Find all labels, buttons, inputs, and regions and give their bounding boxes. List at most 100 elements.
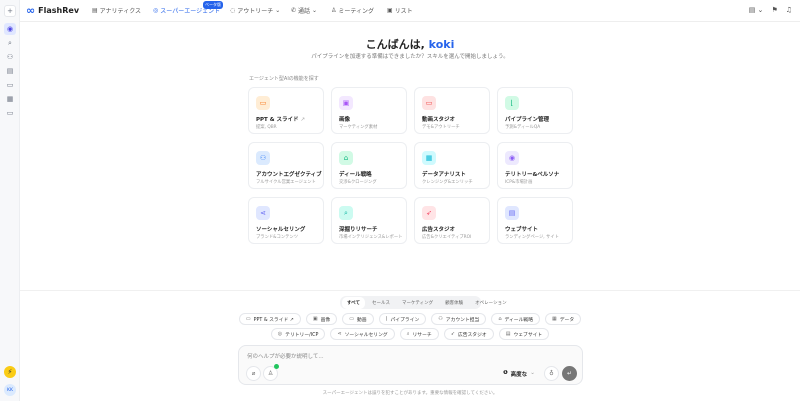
flag-icon[interactable]: ⚑ — [771, 6, 778, 14]
tools-icon[interactable]: ♙ — [263, 366, 278, 381]
nav-meetings[interactable]: ♙ ミーティング — [331, 6, 374, 15]
microphone-icon[interactable]: ♁ — [544, 366, 559, 381]
card-title: パイプライン管理 — [505, 115, 549, 123]
nav-outreach[interactable]: ◌ アウトリーチ ⌄ — [230, 6, 280, 15]
status-dot — [274, 364, 279, 369]
card-title: アカウントエグゼクティブ — [256, 170, 322, 178]
skill-card[interactable]: ⌊ パイプライン管理 予測&ディールQA — [497, 87, 573, 134]
card-subtitle: マーケティング素材 — [339, 125, 378, 130]
nav-calls[interactable]: ✆ 通話 ⌄ — [291, 6, 317, 15]
filter-tab[interactable]: マーケティング — [402, 300, 434, 306]
card-title: テリトリー&ペルソナ — [505, 170, 559, 178]
quick-chip[interactable]: ⌊ パイプライン — [378, 313, 427, 325]
avatar[interactable]: KK — [4, 384, 16, 396]
card-title-text: ソーシャルセリング — [256, 227, 306, 233]
chip-icon: ◎ — [277, 331, 283, 337]
skill-card[interactable]: ▦ データアナリスト クレンジング&エンリッチ — [414, 142, 490, 189]
chip-label: パイプライン — [390, 317, 420, 323]
quick-chip[interactable]: ▣ 画像 — [305, 313, 338, 325]
card-title-text: 動画スタジオ — [422, 117, 456, 123]
quick-chip[interactable]: ▦ データ — [545, 313, 582, 325]
quick-chip[interactable]: ⚇ アカウント担当 — [431, 313, 487, 325]
quick-chip[interactable]: ⌕ リサーチ — [399, 328, 439, 340]
logo: ∞ FlashRev — [26, 5, 79, 16]
quick-chip[interactable]: ⋖ ソーシャルセリング — [330, 328, 395, 340]
chips-row-2: ◎ テリトリー/ICP ⋖ ソーシャルセリング ⌕ リサーチ ➶ 広告スタジオ ▤ ウェブサイト — [20, 328, 800, 340]
disclaimer: スーパーエージェントは誤りを犯すことがあります。重要な情報を確認してください。 — [322, 391, 498, 396]
chip-icon: ⌊ — [385, 316, 388, 322]
quick-chip[interactable]: ▤ ウェブサイト — [498, 328, 550, 340]
user-icon: ⚇ — [256, 151, 270, 165]
skill-card[interactable]: ⚇ アカウントエグゼクティブ フルサイクル営業エージェント — [248, 142, 324, 189]
chip-icon: ▣ — [312, 316, 318, 322]
chevron-down-icon: ⌄ — [275, 7, 281, 14]
skill-card[interactable]: ◉ テリトリー&ペルソナ ICP&市場計画 — [497, 142, 573, 189]
skill-card[interactable]: ⋖ ソーシャルセリング ブランド&コンテンツ — [248, 197, 324, 244]
greeting-text: こんばんは, — [365, 38, 429, 51]
card-title-text: 画像 — [339, 117, 351, 123]
chip-label: ソーシャルセリング — [344, 332, 388, 338]
card-subtitle: 提案, QBR — [256, 125, 277, 130]
skill-card[interactable]: ▤ ウェブサイト ランディングページ, サイト — [497, 197, 573, 244]
card-title-text: テリトリー&ペルソナ — [505, 172, 560, 178]
skill-card[interactable]: ▣ 画像 マーケティング素材 — [331, 87, 407, 134]
chip-label: ウェブサイト — [513, 332, 543, 338]
upgrade-icon[interactable]: ⚡ — [4, 366, 16, 378]
rocket-icon: ➶ — [422, 206, 436, 220]
nav-label: リスト — [394, 8, 413, 15]
send-button[interactable]: ↵ — [562, 366, 577, 381]
search-nav-icon[interactable]: ⌕ — [8, 38, 12, 47]
filter-tab[interactable]: 顧客体験 — [445, 300, 464, 306]
paperclip-icon[interactable]: ⌀ — [246, 366, 261, 381]
bell-icon[interactable]: ♫ — [785, 6, 792, 14]
skill-card[interactable]: ▭ 動画スタジオ デモ&アウトリーチ — [414, 87, 490, 134]
filter-tab[interactable]: セールス — [372, 300, 391, 306]
document-nav-icon[interactable]: ▤ — [6, 67, 14, 75]
quick-chip[interactable]: ▭ 動画 — [342, 313, 374, 325]
top-nav: ∞ FlashRev ▤ アナリティクス ◎ スーパーエージェント ベータ版 ◌ アウト… — [20, 0, 800, 22]
chevron-down-icon: ⌄ — [312, 7, 318, 14]
map-pin-icon: ◉ — [505, 151, 519, 165]
video-nav-icon[interactable]: ▭ — [6, 81, 14, 89]
nav-list[interactable]: ▣ リスト — [387, 6, 413, 15]
brain-icon: ❶ — [503, 370, 508, 376]
nav-label: ミーティング — [338, 8, 375, 15]
card-subtitle: クレンジング&エンリッチ — [422, 180, 473, 185]
new-button[interactable]: + — [4, 5, 16, 17]
chip-label: テリトリー/ICP — [285, 332, 319, 338]
card-subtitle: ブランド&コンテンツ — [256, 235, 299, 240]
quick-chip[interactable]: ◎ テリトリー/ICP — [270, 328, 326, 340]
card-title-text: ウェブサイト — [505, 227, 539, 233]
card-title: ディール戦略 — [339, 170, 372, 178]
header-actions: ▤ ⌄ ⚑ ♫ — [749, 6, 792, 14]
quick-chip[interactable]: ➶ 広告スタジオ — [443, 328, 494, 340]
skill-card[interactable]: ➶ 広告スタジオ 広告&クリエイティブROI — [414, 197, 490, 244]
chip-label: リサーチ — [412, 332, 432, 338]
nav-analytics[interactable]: ▤ アナリティクス — [92, 6, 141, 15]
card-subtitle: 交渉&クロージング — [339, 180, 377, 185]
card-title: 動画スタジオ — [422, 115, 455, 123]
skill-card[interactable]: ▭ PPT & スライド ↗ 提案, QBR — [248, 87, 324, 134]
card-title: PPT & スライド ↗ — [256, 115, 305, 123]
calendar-icon[interactable]: ▤ ⌄ — [748, 6, 764, 14]
skill-card[interactable]: ⌕ 深掘りリサーチ 市場インテリジェンス&レポート — [331, 197, 407, 244]
card-title-text: パイプライン管理 — [505, 117, 550, 123]
chip-icon: ➶ — [450, 331, 455, 337]
filter-tab[interactable]: オペレーション — [475, 300, 507, 306]
agent-nav-icon[interactable]: ◉ — [4, 23, 16, 35]
skill-card[interactable]: ⌂ ディール戦略 交渉&クロージング — [331, 142, 407, 189]
mode-select[interactable]: ❶ 高度な ⌄ — [503, 370, 535, 378]
prompt-composer[interactable]: 何のヘルプが必要か説明して... ⌀ ♙ ❶ 高度な ⌄ ♁ ↵ — [238, 345, 583, 385]
prompt-input[interactable]: 何のヘルプが必要か説明して... — [247, 354, 324, 360]
image-nav-icon[interactable]: ▦ — [6, 95, 14, 103]
presentation-nav-icon[interactable]: ▭ — [6, 109, 14, 117]
filter-tab[interactable]: すべて — [342, 296, 366, 309]
chip-label: 広告スタジオ — [457, 332, 487, 338]
sidebar: + ◉ ⌕ ⚇ ▤ ▭ ▦ ▭ ⚡ KK — [0, 0, 20, 401]
quick-chip[interactable]: ▭ PPT & スライド ↗ — [238, 313, 301, 325]
mode-label: 高度な — [510, 372, 528, 378]
nav-super-agent[interactable]: ◎ スーパーエージェント — [153, 6, 220, 15]
contacts-nav-icon[interactable]: ⚇ — [6, 53, 14, 61]
card-title: ソーシャルセリング — [256, 225, 305, 233]
quick-chip[interactable]: ⌂ ディール戦略 — [491, 313, 540, 325]
